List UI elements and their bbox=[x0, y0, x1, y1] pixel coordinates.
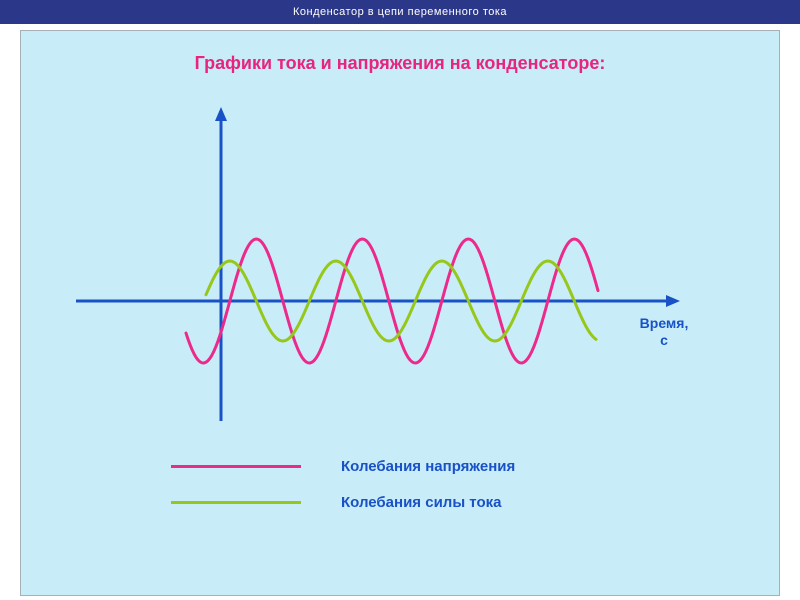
header-text: Конденсатор в цепи переменного тока bbox=[293, 6, 507, 18]
legend-row-current: Колебания силы тока bbox=[171, 487, 631, 517]
legend-row-voltage: Колебания напряжения bbox=[171, 451, 631, 481]
page-root: Конденсатор в цепи переменного тока Граф… bbox=[0, 0, 800, 600]
legend-swatch-current bbox=[171, 501, 301, 504]
legend-label-voltage: Колебания напряжения bbox=[341, 458, 515, 475]
header-bar: Конденсатор в цепи переменного тока bbox=[0, 0, 800, 24]
legend: Колебания напряжения Колебания силы тока bbox=[171, 451, 631, 523]
x-axis-label: Время,с bbox=[624, 315, 704, 349]
slide-area: Графики тока и напряжения на конденсатор… bbox=[20, 30, 780, 596]
legend-swatch-voltage bbox=[171, 465, 301, 468]
chart-title: Графики тока и напряжения на конденсатор… bbox=[21, 53, 779, 74]
legend-label-current: Колебания силы тока bbox=[341, 494, 501, 511]
chart: Время,с bbox=[76, 101, 716, 431]
chart-svg bbox=[76, 101, 716, 431]
